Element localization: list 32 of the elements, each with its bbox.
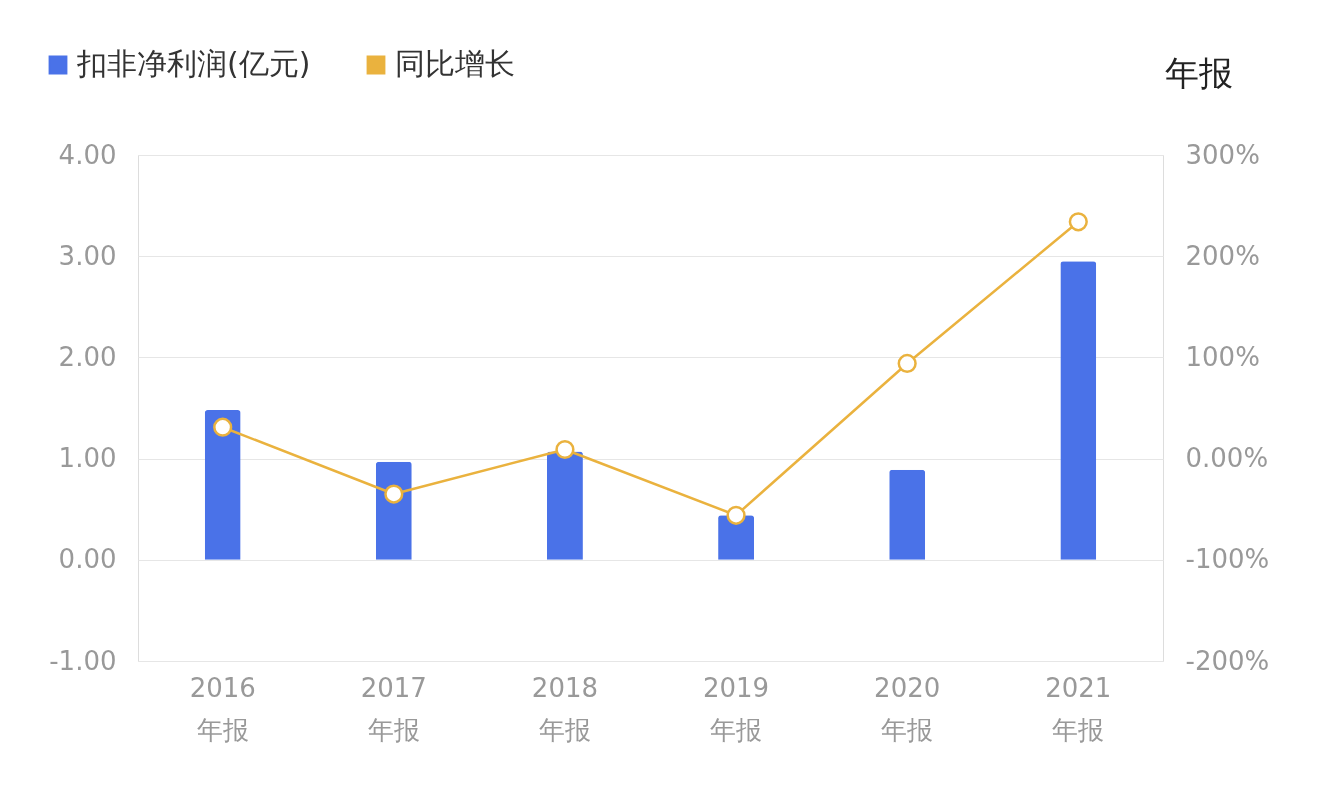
bar [1060,261,1097,560]
y2-tick-label: 300% [1185,139,1260,170]
point [1068,212,1088,232]
legend-label: 扣非净利润(亿元) [76,46,311,81]
x-tick-label: 2016 年报 [189,672,256,745]
point [726,505,746,525]
legend-label: 同比增长 [395,46,515,81]
y2-tick-label: -100% [1185,544,1270,575]
point [897,353,917,374]
y2-tick-label: 100% [1185,341,1260,372]
y-tick-label: 4.00 [58,139,117,170]
point [555,439,575,460]
point [213,417,233,437]
point [384,484,404,504]
bar [375,461,412,560]
x-tick-label: 2018 年报 [531,672,599,745]
bar [204,410,241,560]
x-tick-label: 2021 年报 [1045,672,1112,745]
x-tick-label: 2019 年报 [702,672,770,745]
x-tick-label: 2020 年报 [874,672,941,745]
bar [546,451,583,560]
y2-tick-label: -200% [1185,645,1270,676]
y2-tick-label: 0.00% [1185,443,1269,474]
y-tick-label: -1.00 [49,645,117,676]
x-tick-label: 2017 年报 [360,672,427,745]
y-tick-label: 1.00 [58,443,117,474]
bar [889,469,926,560]
y-tick-label: 3.00 [58,240,117,271]
y2-tick-label: 200% [1185,240,1260,271]
text: 年报 [1165,53,1233,93]
y-tick-label: 2.00 [58,341,117,372]
y-tick-label: 0.00 [58,544,117,575]
